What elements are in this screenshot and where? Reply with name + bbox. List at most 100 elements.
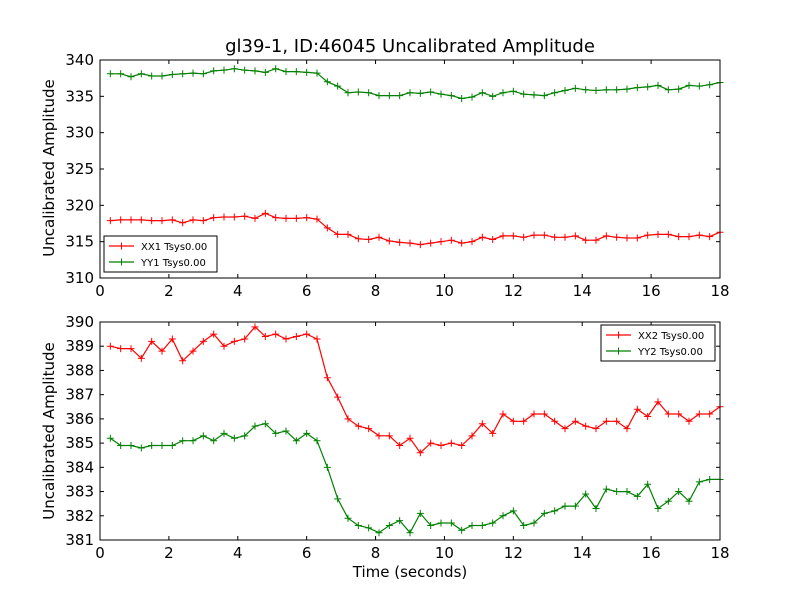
data-point [179,437,187,445]
data-point [468,238,476,246]
x-tick-label: 12 [504,282,523,300]
data-point [592,425,600,433]
y-tick-label: 390 [65,313,94,331]
data-point [582,236,590,244]
x-tick-label: 14 [573,544,592,562]
data-point [230,65,238,73]
data-point [437,519,445,527]
data-point [489,235,497,243]
data-point [334,230,342,238]
data-point [561,233,569,241]
x-tick-label: 2 [164,544,174,562]
data-point [323,224,331,232]
data-point [427,88,435,96]
data-point [695,478,703,486]
data-point [406,434,414,442]
data-point [106,434,114,442]
x-tick-label: 6 [302,544,312,562]
data-point [458,239,466,247]
data-point [695,410,703,418]
data-point [230,434,238,442]
data-point [592,87,600,95]
data-point [613,417,621,425]
data-point [416,241,424,249]
data-point [365,89,373,97]
data-point [499,410,507,418]
data-point [644,231,652,239]
data-point [292,333,300,341]
data-point [416,89,424,97]
data-point [654,81,662,89]
data-point [127,442,135,450]
x-tick-label: 10 [435,282,454,300]
data-point [396,442,404,450]
data-point [396,517,404,525]
data-point [571,417,579,425]
x-tick-label: 16 [642,544,661,562]
data-point [530,91,538,99]
data-point [375,233,383,241]
y-tick-label: 335 [65,87,94,105]
data-point [385,521,393,529]
data-point [613,233,621,241]
data-point [189,437,197,445]
data-point [292,437,300,445]
data-point [303,68,311,76]
y-tick-label: 340 [65,51,94,69]
data-point [241,66,249,74]
data-point [551,507,559,515]
y-tick-label: 315 [65,233,94,251]
data-point [199,217,207,225]
data-point [602,417,610,425]
data-point [251,214,259,222]
data-point [540,92,548,100]
data-point [251,67,259,75]
data-point [551,233,559,241]
data-point [210,214,218,222]
data-point [623,85,631,93]
data-point [416,449,424,457]
data-point [344,415,352,423]
data-point [675,85,683,93]
data-point [654,505,662,513]
data-point [313,215,321,223]
data-point [303,429,311,437]
data-point [158,217,166,225]
data-point [695,231,703,239]
data-point [334,495,342,503]
data-point [241,335,249,343]
data-point [509,87,517,95]
data-point [664,230,672,238]
data-point [117,70,125,78]
data-point [117,442,125,450]
data-point [158,442,166,450]
data-point [334,82,342,90]
data-point [137,216,145,224]
data-point [272,429,280,437]
data-point [189,216,197,224]
data-point [344,230,352,238]
data-point [148,217,156,225]
data-point [272,330,280,338]
data-point [478,233,486,241]
data-point [106,217,114,225]
legend-label: YY1 Tsys0.00 [140,258,206,269]
y-tick-label: 325 [65,160,94,178]
data-point [282,335,290,343]
x-tick-label: 8 [371,282,381,300]
data-point [561,87,569,95]
x-tick-label: 4 [233,282,243,300]
data-point [189,69,197,77]
x-tick-label: 4 [233,544,243,562]
data-point [354,521,362,529]
data-point [706,233,714,241]
data-point [334,393,342,401]
data-point [323,463,331,471]
data-point [313,69,321,77]
x-tick-label: 2 [164,282,174,300]
data-point [509,232,517,240]
data-point [654,398,662,406]
y-tick-label: 389 [65,337,94,355]
data-point [633,234,641,242]
data-point [406,239,414,247]
